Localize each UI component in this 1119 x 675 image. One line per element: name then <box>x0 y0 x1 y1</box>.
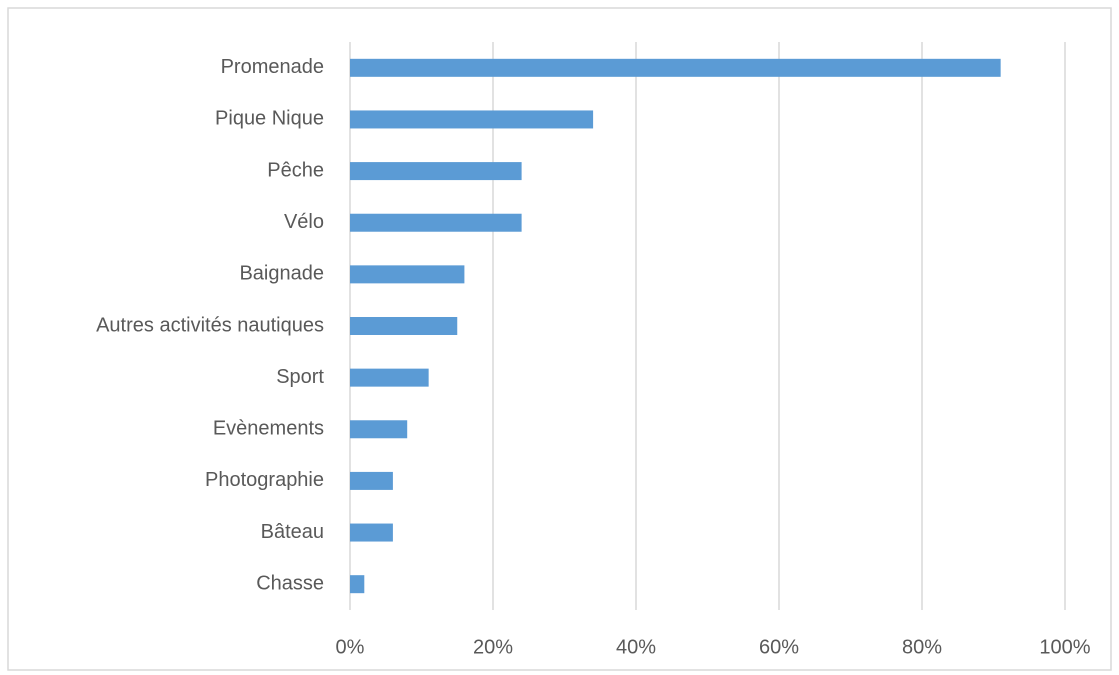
x-tick-label: 80% <box>902 636 942 658</box>
bar <box>350 58 1001 77</box>
x-tick-label: 40% <box>616 636 656 658</box>
bar <box>350 575 365 594</box>
x-tick-label: 100% <box>1039 636 1090 658</box>
y-tick-label: Autres activités nautiques <box>96 314 324 336</box>
chart-frame <box>7 7 1112 671</box>
y-tick-label: Baignade <box>239 263 324 285</box>
y-tick-label: Promenade <box>221 56 324 78</box>
y-tick-label: Chasse <box>256 572 324 594</box>
bar <box>350 110 594 129</box>
bar <box>350 523 393 542</box>
y-tick-label: Pique Nique <box>215 108 324 130</box>
y-tick-label: Photographie <box>205 469 324 491</box>
bar <box>350 162 522 181</box>
bar <box>350 471 393 490</box>
bar <box>350 317 458 335</box>
bar <box>350 265 465 284</box>
x-tick-label: 20% <box>473 636 513 658</box>
bar <box>350 213 522 232</box>
bar <box>350 420 408 439</box>
bar <box>350 368 429 387</box>
y-tick-label: Sport <box>276 366 324 388</box>
y-tick-label: Evènements <box>213 418 324 440</box>
x-tick-label: 0% <box>336 636 365 658</box>
y-tick-label: Pêche <box>267 159 324 181</box>
y-tick-label: Vélo <box>284 211 324 233</box>
y-tick-label: Bâteau <box>261 521 324 543</box>
x-tick-label: 60% <box>759 636 799 658</box>
